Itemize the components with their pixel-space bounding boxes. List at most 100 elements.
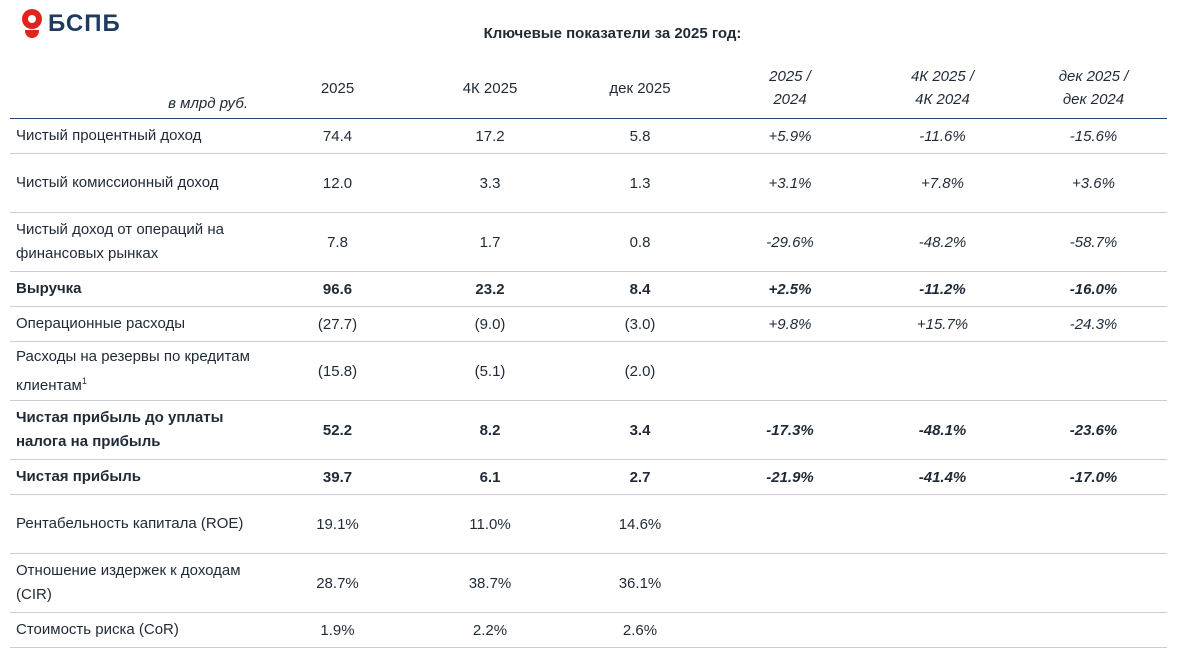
row-label: Чистый доход от операций на финансовых р… bbox=[16, 221, 224, 262]
value-cell: (9.0) bbox=[474, 315, 506, 333]
value-cell: 5.8 bbox=[629, 127, 651, 145]
row-label: Отношение издержек к доходам (CIR) bbox=[16, 562, 241, 603]
change-cell bbox=[1020, 613, 1167, 648]
column-header: дек 2025 / дек 2024 bbox=[1020, 58, 1167, 119]
value-cell: 14.6% bbox=[618, 515, 662, 533]
table-row: Отношение издержек к доходам (CIR) 28.7%… bbox=[10, 554, 1167, 613]
value-cell: (3.0) bbox=[624, 315, 656, 333]
row-label: Чистый процентный доход bbox=[16, 127, 202, 144]
change-cell bbox=[715, 342, 865, 401]
table-row: Чистая прибыль до уплаты налога на прибы… bbox=[10, 401, 1167, 460]
value-cell: 12.0 bbox=[322, 174, 353, 192]
row-label: Расходы на резервы по кредитам клиентам bbox=[16, 347, 250, 394]
value-cell: (2.0) bbox=[624, 362, 656, 380]
column-header: 4К 2025 / 4К 2024 bbox=[865, 58, 1020, 119]
value-cell: 39.7 bbox=[322, 468, 353, 486]
value-cell: 38.7% bbox=[468, 574, 512, 592]
value-cell: 2.7 bbox=[629, 468, 651, 486]
change-cell: -48.2% bbox=[918, 233, 967, 251]
kpi-table: в млрд руб. 2025 4К 2025 дек 2025 2025 /… bbox=[10, 58, 1167, 648]
change-cell: -11.2% bbox=[919, 280, 966, 298]
table-row: Выручка 96.6 23.2 8.4 +2.5% -11.2% -16.0… bbox=[10, 272, 1167, 307]
table-row: Расходы на резервы по кредитам клиентам1… bbox=[10, 342, 1167, 401]
page-title: Ключевые показатели за 2025 год: bbox=[483, 25, 742, 42]
header-line: 4К 2025 / bbox=[910, 68, 975, 85]
change-cell bbox=[1020, 554, 1167, 613]
table-row: Стоимость риска (CoR) 1.9% 2.2% 2.6% bbox=[10, 613, 1167, 648]
column-header: 2025 / 2024 bbox=[715, 58, 865, 119]
value-cell: 52.2 bbox=[322, 421, 353, 439]
value-cell: 74.4 bbox=[322, 127, 353, 145]
change-cell bbox=[865, 342, 1020, 401]
value-cell: 28.7% bbox=[316, 574, 359, 592]
row-label: Чистая прибыль bbox=[16, 468, 141, 485]
value-cell: 36.1% bbox=[618, 574, 662, 592]
change-cell bbox=[865, 613, 1020, 648]
brand-name: БСПБ bbox=[48, 10, 121, 37]
value-cell: 1.7 bbox=[479, 233, 501, 251]
value-cell: (27.7) bbox=[317, 315, 358, 333]
value-cell: 7.8 bbox=[327, 233, 348, 251]
row-label: Рентабельность капитала (ROE) bbox=[16, 515, 244, 532]
value-cell: 23.2 bbox=[475, 280, 505, 298]
header-line: 2024 bbox=[773, 91, 807, 108]
value-cell: 8.4 bbox=[629, 280, 651, 298]
change-cell: -29.6% bbox=[766, 233, 814, 251]
value-cell: (15.8) bbox=[317, 362, 358, 380]
column-header: 4К 2025 bbox=[462, 79, 518, 97]
bspb-logo-icon bbox=[22, 9, 42, 39]
value-cell: 96.6 bbox=[322, 280, 353, 298]
row-label: Выручка bbox=[16, 280, 82, 297]
value-cell: 19.1% bbox=[316, 515, 359, 533]
change-cell: -41.4% bbox=[918, 468, 967, 486]
value-cell: 0.8 bbox=[629, 233, 651, 251]
table-row: Чистая прибыль 39.7 6.1 2.7 -21.9% -41.4… bbox=[10, 460, 1167, 495]
row-label-cell: Расходы на резервы по кредитам клиентам1 bbox=[10, 342, 260, 401]
change-cell: +3.6% bbox=[1072, 174, 1115, 192]
row-label: Чистая прибыль до уплаты налога на прибы… bbox=[16, 409, 224, 450]
unit-label: в млрд руб. bbox=[168, 95, 248, 112]
value-cell: 8.2 bbox=[479, 421, 501, 439]
value-cell: 2.6% bbox=[622, 621, 658, 639]
value-cell: 17.2 bbox=[475, 127, 505, 145]
header-line: 2025 / bbox=[769, 68, 811, 85]
row-label: Стоимость риска (CoR) bbox=[16, 621, 179, 638]
change-cell: -58.7% bbox=[1069, 233, 1118, 251]
value-cell: 1.3 bbox=[629, 174, 651, 192]
header-line: 4К 2024 bbox=[915, 91, 970, 108]
change-cell: -48.1% bbox=[918, 421, 967, 439]
table-header-row: в млрд руб. 2025 4К 2025 дек 2025 2025 /… bbox=[10, 58, 1167, 119]
change-cell bbox=[715, 554, 865, 613]
change-cell bbox=[1020, 495, 1167, 554]
value-cell: (5.1) bbox=[474, 362, 506, 380]
change-cell: +3.1% bbox=[768, 174, 812, 192]
header-line: дек 2025 / bbox=[1058, 68, 1129, 85]
value-cell: 6.1 bbox=[479, 468, 501, 486]
change-cell bbox=[865, 495, 1020, 554]
change-cell: +2.5% bbox=[768, 280, 812, 298]
value-cell: 1.9% bbox=[320, 621, 355, 639]
header-line: дек 2024 bbox=[1062, 91, 1125, 108]
change-cell: -15.6% bbox=[1069, 127, 1118, 145]
table-row: Рентабельность капитала (ROE) 19.1% 11.0… bbox=[10, 495, 1167, 554]
column-header: 2025 bbox=[320, 79, 355, 97]
change-cell: +9.8% bbox=[768, 315, 812, 333]
change-cell: -21.9% bbox=[766, 468, 814, 486]
change-cell: -11.6% bbox=[919, 127, 966, 145]
row-label: Операционные расходы bbox=[16, 315, 186, 332]
change-cell: -24.3% bbox=[1069, 315, 1118, 333]
row-label: Чистый комиссионный доход bbox=[16, 174, 219, 191]
change-cell: +15.7% bbox=[916, 315, 969, 333]
footnote-marker: 1 bbox=[81, 375, 87, 386]
change-cell: +5.9% bbox=[768, 127, 812, 145]
change-cell: -17.3% bbox=[766, 421, 814, 439]
change-cell: +7.8% bbox=[921, 174, 964, 192]
change-cell: -17.0% bbox=[1069, 468, 1118, 486]
value-cell: 11.0% bbox=[469, 515, 511, 533]
table-row: Чистый комиссионный доход 12.0 3.3 1.3 +… bbox=[10, 154, 1167, 213]
value-cell: 2.2% bbox=[472, 621, 508, 639]
table-row: Чистый процентный доход 74.4 17.2 5.8 +5… bbox=[10, 119, 1167, 154]
change-cell: -16.0% bbox=[1069, 280, 1118, 298]
table-row: Чистый доход от операций на финансовых р… bbox=[10, 213, 1167, 272]
change-cell bbox=[715, 613, 865, 648]
